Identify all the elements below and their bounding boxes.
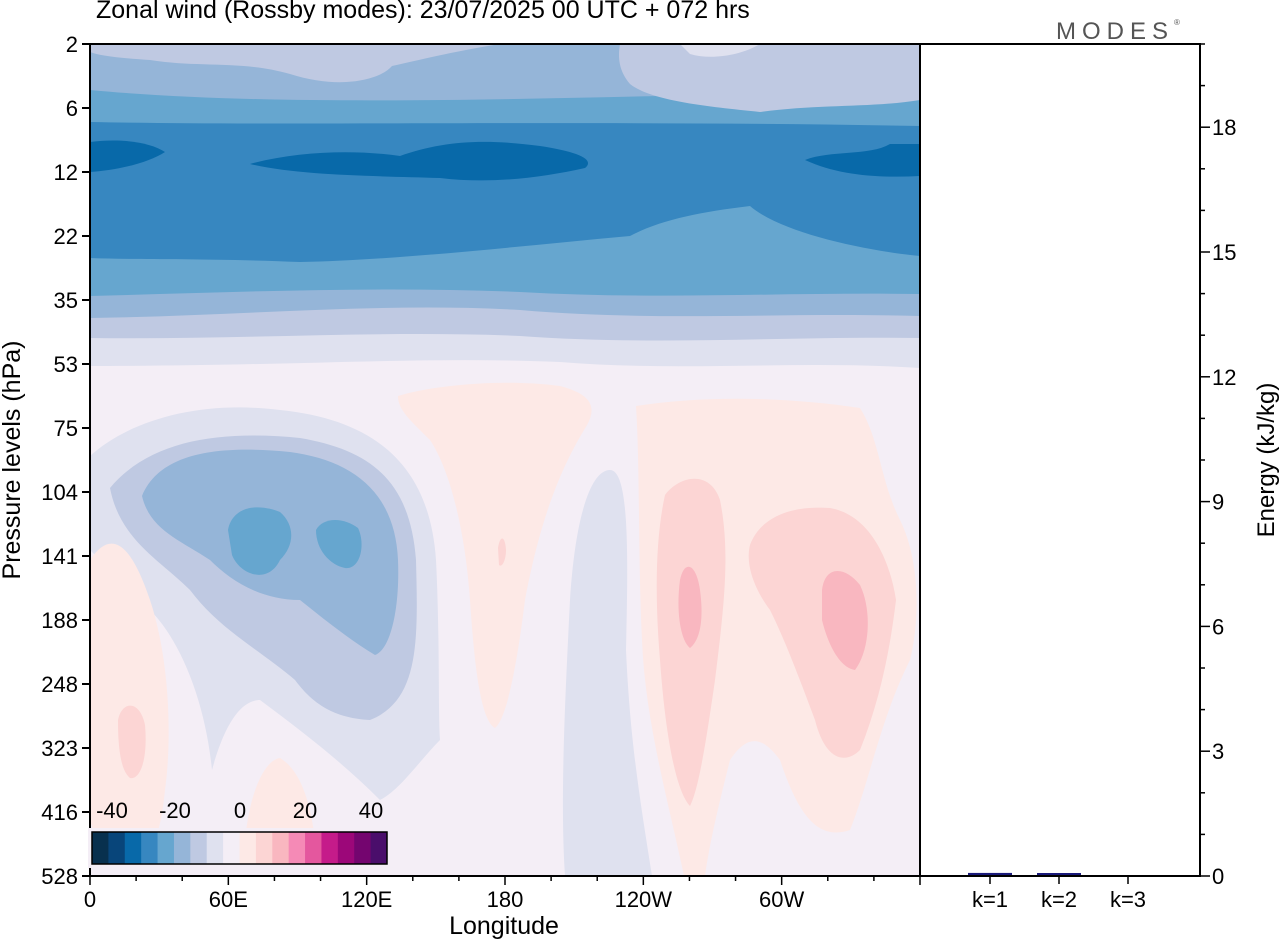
colorbar-label-minus20: -20 (159, 798, 191, 823)
pos-blob-10c (748, 507, 896, 758)
pos-blob-15b (822, 570, 868, 670)
y-tick-label: 75 (54, 416, 78, 441)
pos-blob-5c (398, 382, 592, 728)
energy-tick-label: 3 (1212, 739, 1224, 764)
y-tick-label: 22 (54, 224, 78, 249)
y-tick-label: 104 (41, 480, 78, 505)
x-tick-label: 60E (209, 887, 248, 912)
band-minus-30b (250, 141, 588, 181)
y-tick-label: 416 (41, 800, 78, 825)
neg-blob-20a (228, 507, 292, 575)
x-tick-label: 120E (341, 887, 392, 912)
energy-bars: k=1 k=2 k=3 (968, 872, 1146, 912)
pos-blob-5a (90, 543, 169, 866)
y-tick-label: 528 (41, 864, 78, 889)
y-axis-label: Pressure levels (hPa) (0, 341, 26, 580)
band-minus-30c (805, 144, 920, 177)
y-tick-label: 248 (41, 672, 78, 697)
energy-tick-label: 18 (1212, 115, 1236, 140)
x-tick-label: 0 (84, 887, 96, 912)
colorbar-swatch (190, 832, 208, 864)
pos-blob-10a (118, 705, 146, 779)
energy-tick-label: 15 (1212, 240, 1236, 265)
colorbar-swatch (370, 832, 388, 864)
modes-logo: MODES® (1056, 18, 1180, 45)
neg-blob-5b (562, 470, 652, 876)
bar-panel-frame (919, 43, 1201, 877)
pos-blob-15a (678, 566, 702, 648)
colorbar-swatch (305, 832, 322, 864)
colorbar-label-zero: 0 (234, 798, 246, 823)
y-tick-label: 141 (41, 544, 78, 569)
x-tick-label: 60W (759, 887, 804, 912)
chart-title: Zonal wind (Rossby modes): 23/07/2025 00… (96, 0, 750, 24)
y-axis-pressure: 2 6 12 22 35 53 75 104 141 188 248 323 416 528 (41, 32, 90, 889)
colorbar-swatch (223, 832, 240, 864)
x-axis-label: Longitude (449, 912, 559, 940)
colorbar-swatch (288, 832, 306, 864)
energy-tick-label: 6 (1212, 614, 1224, 639)
colorbar-swatch (354, 832, 372, 864)
energy-tick-label: 0 (1212, 864, 1224, 889)
colorbar-swatch (92, 832, 109, 864)
bar-category-label: k=1 (972, 887, 1008, 912)
y-tick-label: 323 (41, 736, 78, 761)
band-minus-30 (90, 140, 165, 172)
energy-axis-label: Energy (kJ/kg) (1253, 383, 1280, 538)
y-tick-label: 2 (66, 32, 78, 57)
y-axis-energy: 0 3 6 9 12 15 18 (1200, 43, 1236, 889)
x-tick-label: 120W (615, 887, 673, 912)
colorbar-label-20: 20 (293, 798, 317, 823)
pos-blob-sliver (498, 538, 506, 566)
colorbar-swatches (92, 832, 388, 864)
colorbar-label-40: 40 (359, 798, 383, 823)
y-tick-label: 35 (54, 288, 78, 313)
x-axis-longitude: 0 60E 120E 180 120W 60W (84, 876, 921, 912)
colorbar-swatch (124, 832, 142, 864)
colorbar-swatch (272, 832, 290, 864)
colorbar: -40 -20 0 20 40 (88, 798, 390, 868)
y-tick-label: 188 (41, 608, 78, 633)
y-tick-label: 6 (66, 96, 78, 121)
colorbar-swatch (337, 832, 355, 864)
colorbar-swatch (108, 832, 126, 864)
x-tick-label: 180 (487, 887, 524, 912)
energy-tick-label: 12 (1212, 365, 1236, 390)
band-top-light2 (619, 44, 920, 112)
colorbar-swatch (321, 832, 339, 864)
colorbar-swatch (239, 832, 257, 864)
colorbar-swatch (173, 832, 191, 864)
bar-category-label: k=2 (1041, 887, 1077, 912)
neg-blob-20b (316, 519, 362, 569)
energy-bar (968, 872, 1012, 875)
colorbar-frame (91, 831, 388, 865)
contour-field (90, 44, 920, 876)
colorbar-swatch (255, 832, 273, 864)
colorbar-swatch (157, 832, 175, 864)
y-tick-label: 53 (54, 352, 78, 377)
energy-bar (1037, 873, 1081, 875)
y-tick-label: 12 (54, 160, 78, 185)
colorbar-label-minus40: -40 (96, 798, 128, 823)
bar-category-label: k=3 (1110, 887, 1146, 912)
colorbar-swatch (141, 832, 159, 864)
energy-tick-label: 9 (1212, 490, 1224, 515)
band-top-light3 (680, 44, 760, 57)
band-top-light (90, 44, 500, 83)
colorbar-swatch (206, 832, 224, 864)
logo-text: MODES (1056, 18, 1175, 45)
